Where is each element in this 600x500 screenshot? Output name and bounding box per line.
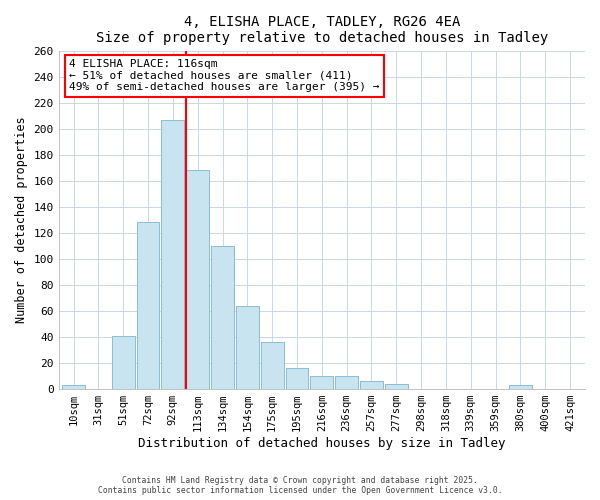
Bar [310,376,333,389]
Text: 4 ELISHA PLACE: 116sqm
← 51% of detached houses are smaller (411)
49% of semi-de: 4 ELISHA PLACE: 116sqm ← 51% of detached… [69,59,380,92]
Bar [261,342,284,389]
Bar [335,376,358,389]
Title: 4, ELISHA PLACE, TADLEY, RG26 4EA
Size of property relative to detached houses i: 4, ELISHA PLACE, TADLEY, RG26 4EA Size o… [96,15,548,45]
Bar [112,336,134,389]
Bar [62,385,85,389]
Bar [161,120,184,389]
Bar [137,222,160,389]
Bar [385,384,408,389]
Bar [186,170,209,389]
Bar [360,382,383,389]
Text: Contains HM Land Registry data © Crown copyright and database right 2025.
Contai: Contains HM Land Registry data © Crown c… [98,476,502,495]
Bar [509,385,532,389]
Bar [236,306,259,389]
Bar [286,368,308,389]
Y-axis label: Number of detached properties: Number of detached properties [15,116,28,323]
Bar [211,246,234,389]
X-axis label: Distribution of detached houses by size in Tadley: Distribution of detached houses by size … [138,437,506,450]
